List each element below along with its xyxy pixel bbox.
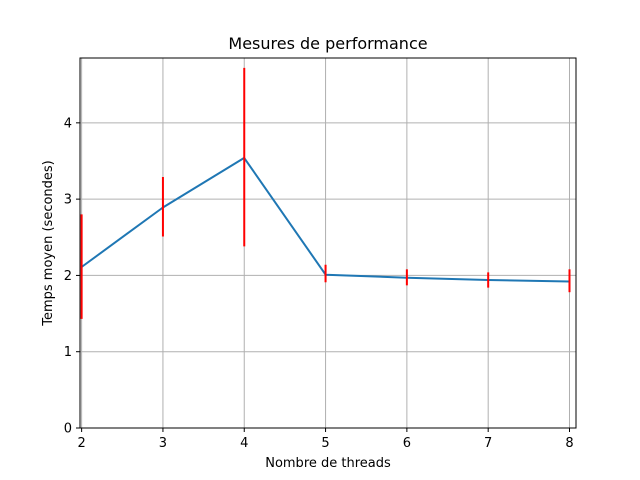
y-tick-label: 2 bbox=[64, 269, 72, 284]
chart-title: Mesures de performance bbox=[228, 34, 427, 53]
series-layer bbox=[80, 67, 571, 319]
x-tick-label: 5 bbox=[321, 436, 329, 451]
y-tick-label: 0 bbox=[64, 422, 72, 437]
y-tick-label: 3 bbox=[64, 193, 72, 208]
x-tick-label: 2 bbox=[77, 436, 85, 451]
y-axis-label: Temps moyen (secondes) bbox=[41, 160, 56, 327]
y-tick-label: 4 bbox=[64, 116, 72, 131]
ticks: 2 3 4 5 6 7 8 0 1 2 3 4 bbox=[64, 116, 574, 451]
x-tick-label: 7 bbox=[484, 436, 492, 451]
x-axis-label: Nombre de threads bbox=[265, 456, 391, 471]
plot-frame bbox=[79, 57, 577, 429]
plot-area bbox=[80, 58, 576, 428]
x-tick-label: 6 bbox=[403, 436, 411, 451]
x-tick-label: 4 bbox=[240, 436, 248, 451]
x-tick-label: 3 bbox=[159, 436, 167, 451]
y-tick-label: 1 bbox=[64, 345, 72, 360]
x-tick-label: 8 bbox=[565, 436, 573, 451]
